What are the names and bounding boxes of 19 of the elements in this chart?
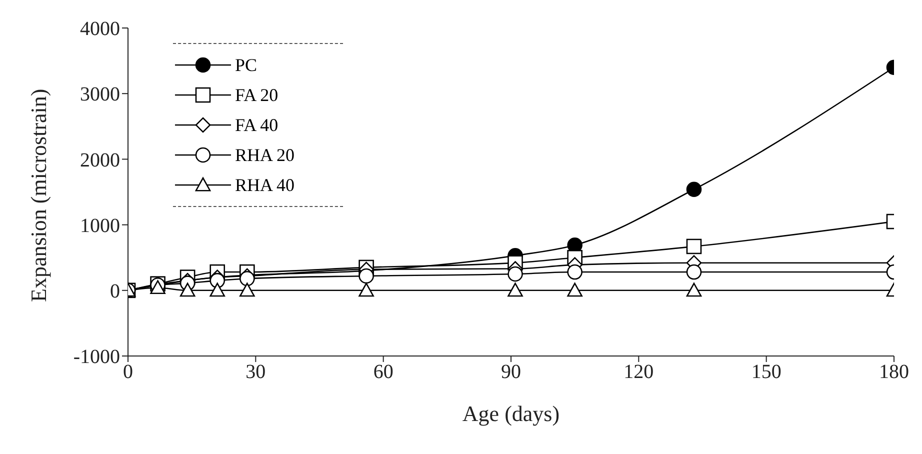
x-tick-label: 60 bbox=[373, 361, 394, 384]
y-tick-label: 2000 bbox=[80, 149, 120, 172]
y-tick-label: 3000 bbox=[80, 84, 120, 106]
legend-label: FA 40 bbox=[235, 114, 278, 136]
x-tick-label: 120 bbox=[624, 361, 654, 384]
y-tick-label: 1000 bbox=[80, 214, 120, 237]
y-axis-title: Expansion (microstrain) bbox=[26, 88, 51, 302]
x-tick-label: 180 bbox=[879, 361, 909, 384]
x-axis-title: Age (days) bbox=[462, 401, 560, 426]
y-tick-label: 0 bbox=[110, 280, 120, 302]
x-tick-label: 150 bbox=[751, 361, 782, 384]
legend-label: PC bbox=[235, 54, 258, 76]
x-tick-label: 30 bbox=[246, 361, 266, 384]
x-tick-label: 90 bbox=[501, 361, 521, 384]
legend-label: RHA 20 bbox=[235, 144, 295, 166]
y-tick-label: 4000 bbox=[80, 18, 120, 40]
legend-label: RHA 40 bbox=[235, 174, 295, 196]
legend-label: FA 20 bbox=[235, 84, 278, 106]
y-tick-label: -1000 bbox=[73, 346, 120, 368]
